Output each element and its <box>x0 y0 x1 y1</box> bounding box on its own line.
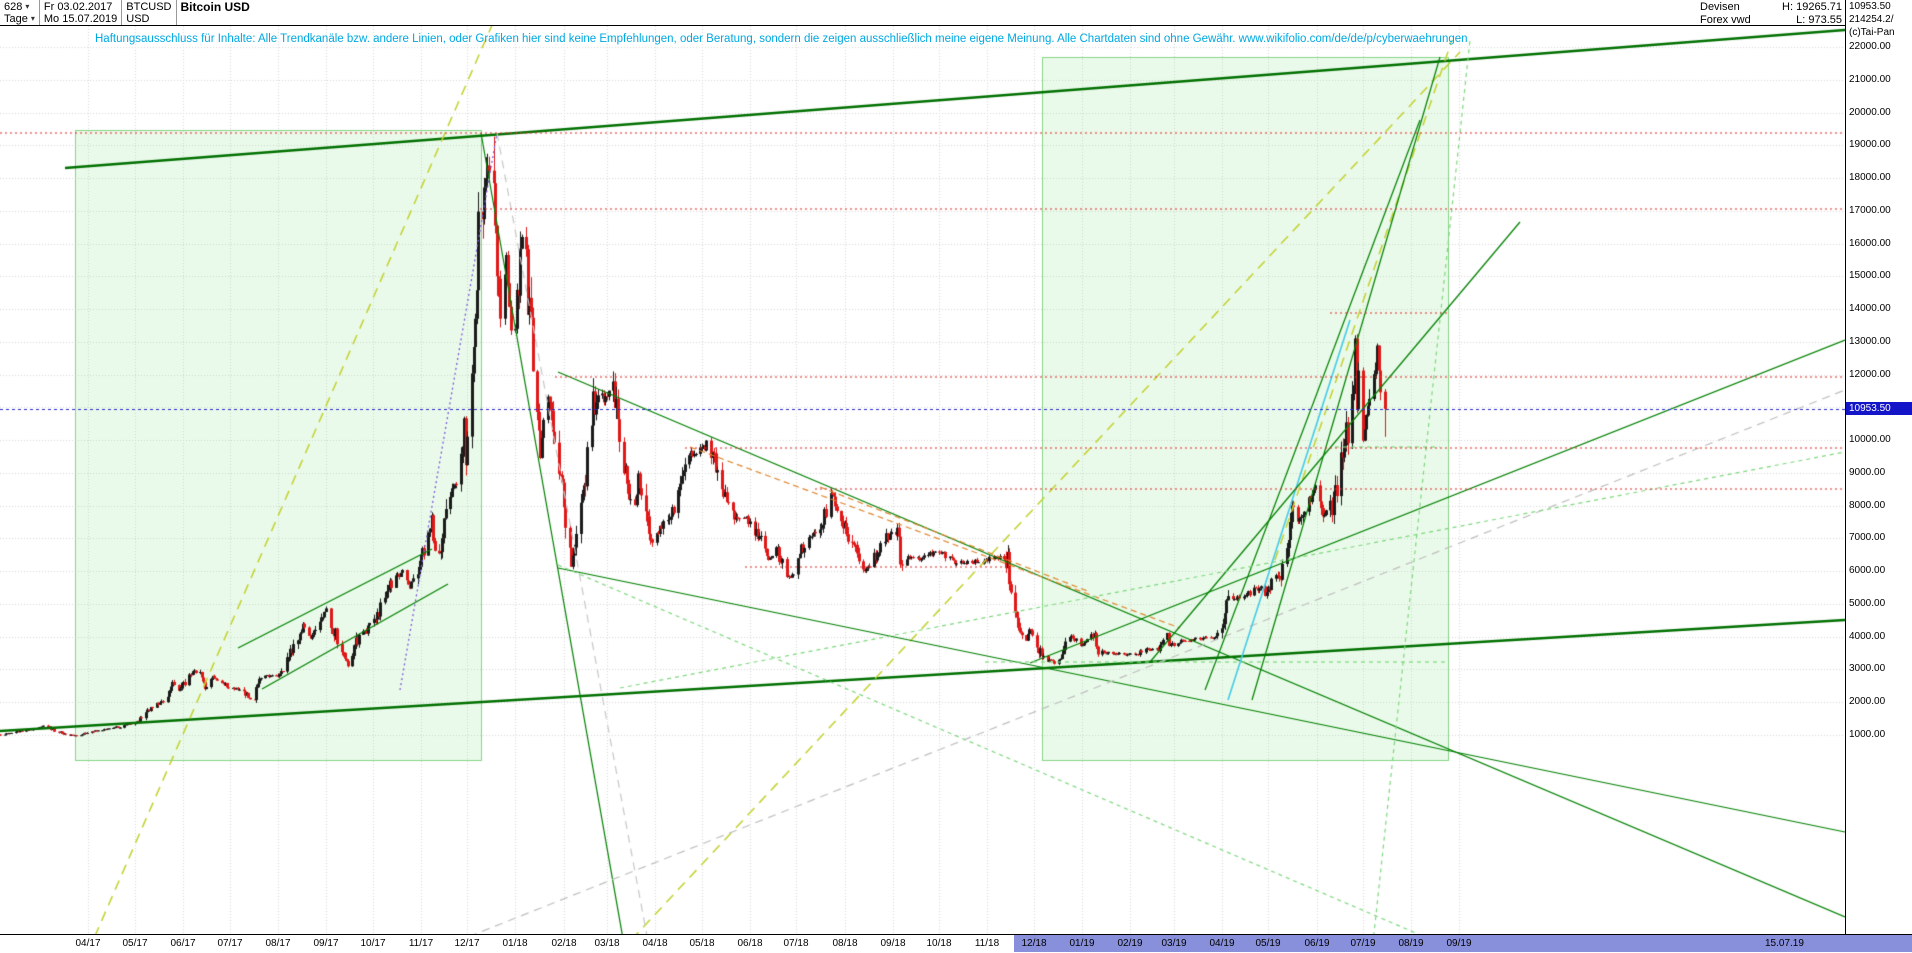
price-chart-canvas[interactable] <box>0 26 1845 934</box>
y-axis-label: 16000.00 <box>1849 238 1891 249</box>
y-axis-label: 3000.00 <box>1849 663 1886 674</box>
y-axis-label: 14000.00 <box>1849 303 1891 314</box>
x-axis-label: 09/18 <box>880 938 906 949</box>
y-axis-label: 17000.00 <box>1849 205 1891 216</box>
y-axis-label: 2000.00 <box>1849 696 1886 707</box>
quote-summary: Devisen H: 19265.71 Forex vwd L: 973.55 <box>1700 0 1842 27</box>
date-to-field[interactable]: Mo 15.07.2019 <box>43 13 118 25</box>
y-axis-label: 22000.00 <box>1849 41 1891 52</box>
y-axis-label: 7000.00 <box>1849 532 1886 543</box>
x-axis-label: 08/18 <box>832 938 858 949</box>
x-axis-label: 08/19 <box>1398 938 1424 949</box>
copyright-label: (c)Tai-Pan <box>1849 27 1895 38</box>
x-axis-label: 10/17 <box>360 938 386 949</box>
period-low: L: 973.55 <box>1796 14 1842 26</box>
x-axis-label: 04/19 <box>1209 938 1235 949</box>
x-axis-label: 06/19 <box>1304 938 1330 949</box>
currency-label: USD <box>126 13 150 25</box>
x-axis-label: 02/18 <box>551 938 577 949</box>
x-axis-label: 08/17 <box>265 938 291 949</box>
y-axis-label: 21000.00 <box>1849 74 1891 85</box>
exchange-label: Devisen <box>1700 1 1740 13</box>
x-axis-label: 01/19 <box>1069 938 1095 949</box>
time-axis-highlight-band <box>1014 935 1912 952</box>
feed-label: Forex vwd <box>1700 14 1751 26</box>
y-axis-label: 13000.00 <box>1849 336 1891 347</box>
y-axis-label: 19000.00 <box>1849 139 1891 150</box>
x-axis-label: 03/18 <box>594 938 620 949</box>
y-axis-label: 4000.00 <box>1849 631 1886 642</box>
x-axis-label: 11/18 <box>974 938 1000 949</box>
volume-readout: 214254.2/ <box>1849 14 1894 25</box>
period-value: Tage <box>4 13 28 25</box>
y-axis-label: 10000.00 <box>1849 434 1891 445</box>
x-axis-label: 03/19 <box>1161 938 1187 949</box>
x-axis-label: 01/18 <box>502 938 528 949</box>
y-axis-label: 15000.00 <box>1849 270 1891 281</box>
x-axis-label: 06/18 <box>737 938 763 949</box>
x-axis-label: 06/17 <box>170 938 196 949</box>
x-axis-label: 09/17 <box>313 938 339 949</box>
last-price-tag: 10953.50 <box>1846 402 1912 415</box>
bars-count-selector[interactable]: 628 ▾ <box>4 1 35 13</box>
period-selector[interactable]: Tage ▾ <box>4 13 35 25</box>
y-axis-label: 6000.00 <box>1849 565 1886 576</box>
instrument-name: Bitcoin USD <box>180 0 250 14</box>
x-axis-label: 07/19 <box>1350 938 1376 949</box>
disclaimer-text: Haftungsausschluss für Inhalte: Alle Tre… <box>95 33 1468 45</box>
x-axis-label: 12/18 <box>1021 938 1047 949</box>
bars-count-value: 628 <box>4 1 23 13</box>
last-price-readout: 10953.50 <box>1849 1 1891 12</box>
x-axis-label: 05/19 <box>1255 938 1281 949</box>
chart-area: Haftungsausschluss für Inhalte: Alle Tre… <box>0 26 1845 934</box>
x-axis-label: 04/18 <box>642 938 668 949</box>
date-from-field[interactable]: Fr 03.02.2017 <box>43 1 113 13</box>
y-axis-label: 20000.00 <box>1849 107 1891 118</box>
x-axis-label: 05/18 <box>689 938 715 949</box>
chart-header: 628 ▾ Tage ▾ Fr 03.02.2017 Mo 15.07.2019… <box>0 0 1912 26</box>
period-high: H: 19265.71 <box>1782 1 1842 13</box>
y-axis-label: 18000.00 <box>1849 172 1891 183</box>
x-axis-label: 02/19 <box>1117 938 1143 949</box>
y-axis-label: 1000.00 <box>1849 729 1886 740</box>
x-axis-label: 10/18 <box>926 938 952 949</box>
x-axis-label: 12/17 <box>454 938 480 949</box>
price-axis[interactable]: 10953.50 214254.2/ (c)Tai-Pan 22000.00 21… <box>1845 0 1912 934</box>
y-axis-label: 8000.00 <box>1849 500 1886 511</box>
chevron-down-icon: ▾ <box>30 14 35 23</box>
x-axis-label: 09/19 <box>1446 938 1472 949</box>
x-axis-label: 04/17 <box>75 938 101 949</box>
x-axis-label: 07/18 <box>783 938 809 949</box>
instrument-info: 628 ▾ Tage ▾ Fr 03.02.2017 Mo 15.07.2019… <box>0 0 254 25</box>
y-axis-label: 5000.00 <box>1849 598 1886 609</box>
chevron-down-icon: ▾ <box>25 2 30 11</box>
x-axis-label: 11/17 <box>408 938 434 949</box>
symbol-field[interactable]: BTCUSD <box>126 1 172 13</box>
time-axis[interactable]: 04/17 05/17 06/17 07/17 08/17 09/17 10/17 11/17… <box>0 934 1912 953</box>
y-axis-label: 12000.00 <box>1849 369 1891 380</box>
x-axis-label: 05/17 <box>122 938 148 949</box>
x-axis-label: 07/17 <box>217 938 243 949</box>
last-date-label: 15.07.19 <box>1765 938 1804 949</box>
y-axis-label: 9000.00 <box>1849 467 1886 478</box>
